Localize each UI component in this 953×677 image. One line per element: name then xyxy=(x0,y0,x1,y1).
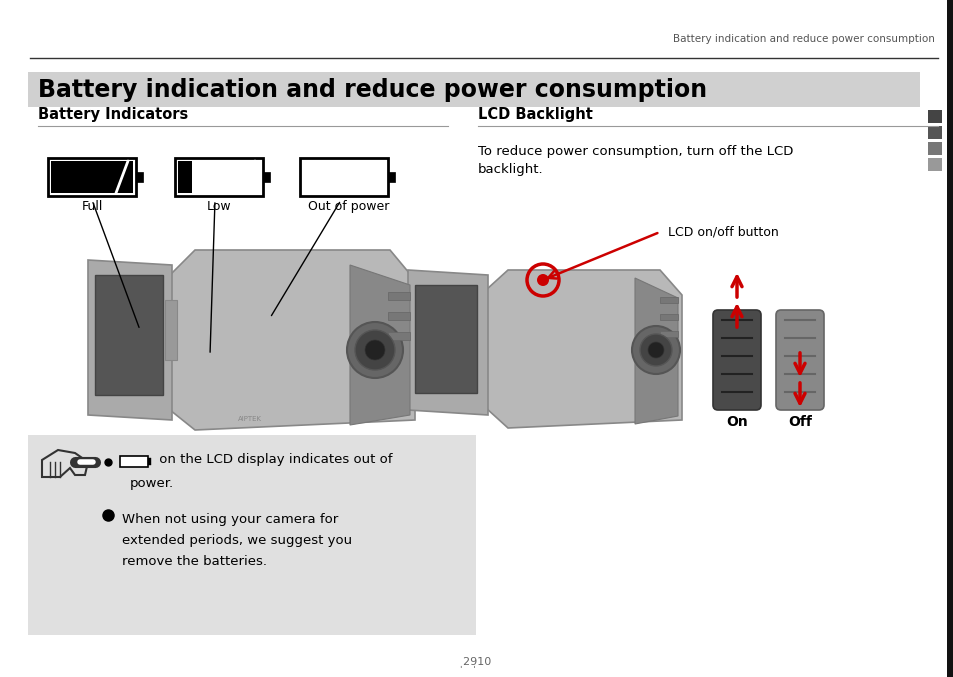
Text: LCD on/off button: LCD on/off button xyxy=(667,225,778,238)
Bar xyxy=(174,158,263,196)
Bar xyxy=(28,72,919,107)
Text: On: On xyxy=(725,415,747,429)
Bar xyxy=(178,161,192,193)
FancyBboxPatch shape xyxy=(775,310,823,410)
Circle shape xyxy=(631,326,679,374)
Bar xyxy=(659,331,678,337)
Text: Battery Indicators: Battery Indicators xyxy=(38,107,188,122)
Bar xyxy=(927,126,941,139)
Bar xyxy=(388,172,395,182)
Text: ̩29̩10: ̩29̩10 xyxy=(462,657,491,668)
Text: on the LCD display indicates out of: on the LCD display indicates out of xyxy=(154,454,392,466)
Bar xyxy=(51,161,132,193)
Circle shape xyxy=(365,340,385,360)
Bar xyxy=(927,158,941,171)
Text: When not using your camera for
extended periods, we suggest you
remove the batte: When not using your camera for extended … xyxy=(122,513,352,568)
Circle shape xyxy=(647,342,663,358)
Bar xyxy=(48,158,136,196)
Polygon shape xyxy=(485,270,681,428)
Text: To reduce power consumption, turn off the LCD: To reduce power consumption, turn off th… xyxy=(477,145,793,158)
Bar xyxy=(388,292,410,300)
Bar xyxy=(95,275,163,395)
Text: power.: power. xyxy=(130,477,174,490)
Bar xyxy=(263,172,270,182)
Text: AIPTEK: AIPTEK xyxy=(237,416,262,422)
Bar xyxy=(28,435,476,635)
Text: backlight.: backlight. xyxy=(477,163,543,176)
Circle shape xyxy=(347,322,402,378)
Polygon shape xyxy=(408,270,488,415)
Text: Battery indication and reduce power consumption: Battery indication and reduce power cons… xyxy=(38,78,706,102)
Circle shape xyxy=(537,274,548,286)
Text: Low: Low xyxy=(207,200,231,213)
Polygon shape xyxy=(170,250,415,430)
Bar xyxy=(946,0,953,677)
Bar xyxy=(388,332,410,340)
Text: Battery indication and reduce power consumption: Battery indication and reduce power cons… xyxy=(673,34,934,44)
Bar xyxy=(148,458,151,465)
Polygon shape xyxy=(635,278,678,424)
Circle shape xyxy=(639,334,671,366)
Text: Full: Full xyxy=(81,200,103,213)
Circle shape xyxy=(355,330,395,370)
Bar xyxy=(659,314,678,320)
Polygon shape xyxy=(88,260,172,420)
Polygon shape xyxy=(350,265,410,425)
Bar xyxy=(165,300,177,360)
Bar xyxy=(927,142,941,155)
Bar xyxy=(659,297,678,303)
Text: Out of power: Out of power xyxy=(308,200,389,213)
Bar xyxy=(388,312,410,320)
Text: Off: Off xyxy=(787,415,811,429)
Text: LCD Backlight: LCD Backlight xyxy=(477,107,592,122)
Bar xyxy=(299,158,388,196)
Bar xyxy=(120,456,148,467)
FancyBboxPatch shape xyxy=(712,310,760,410)
Bar xyxy=(136,172,143,182)
Bar xyxy=(927,110,941,123)
Bar xyxy=(415,285,476,393)
